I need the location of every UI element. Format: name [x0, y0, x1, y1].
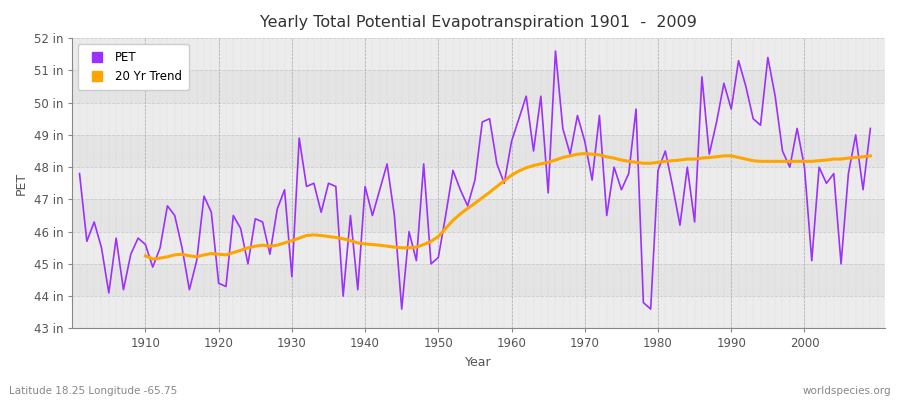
Bar [72, 199, 885, 232]
Bar [72, 135, 885, 167]
Bar [72, 38, 885, 70]
Bar [72, 167, 885, 199]
Legend: PET, 20 Yr Trend: PET, 20 Yr Trend [78, 44, 189, 90]
Bar [72, 232, 885, 264]
Bar [72, 103, 885, 135]
Bar [72, 70, 885, 103]
X-axis label: Year: Year [465, 356, 492, 369]
Title: Yearly Total Potential Evapotranspiration 1901  -  2009: Yearly Total Potential Evapotranspiratio… [260, 15, 697, 30]
Y-axis label: PET: PET [15, 172, 28, 195]
Text: worldspecies.org: worldspecies.org [803, 386, 891, 396]
Bar [72, 264, 885, 296]
Text: Latitude 18.25 Longitude -65.75: Latitude 18.25 Longitude -65.75 [9, 386, 177, 396]
Bar [72, 296, 885, 328]
